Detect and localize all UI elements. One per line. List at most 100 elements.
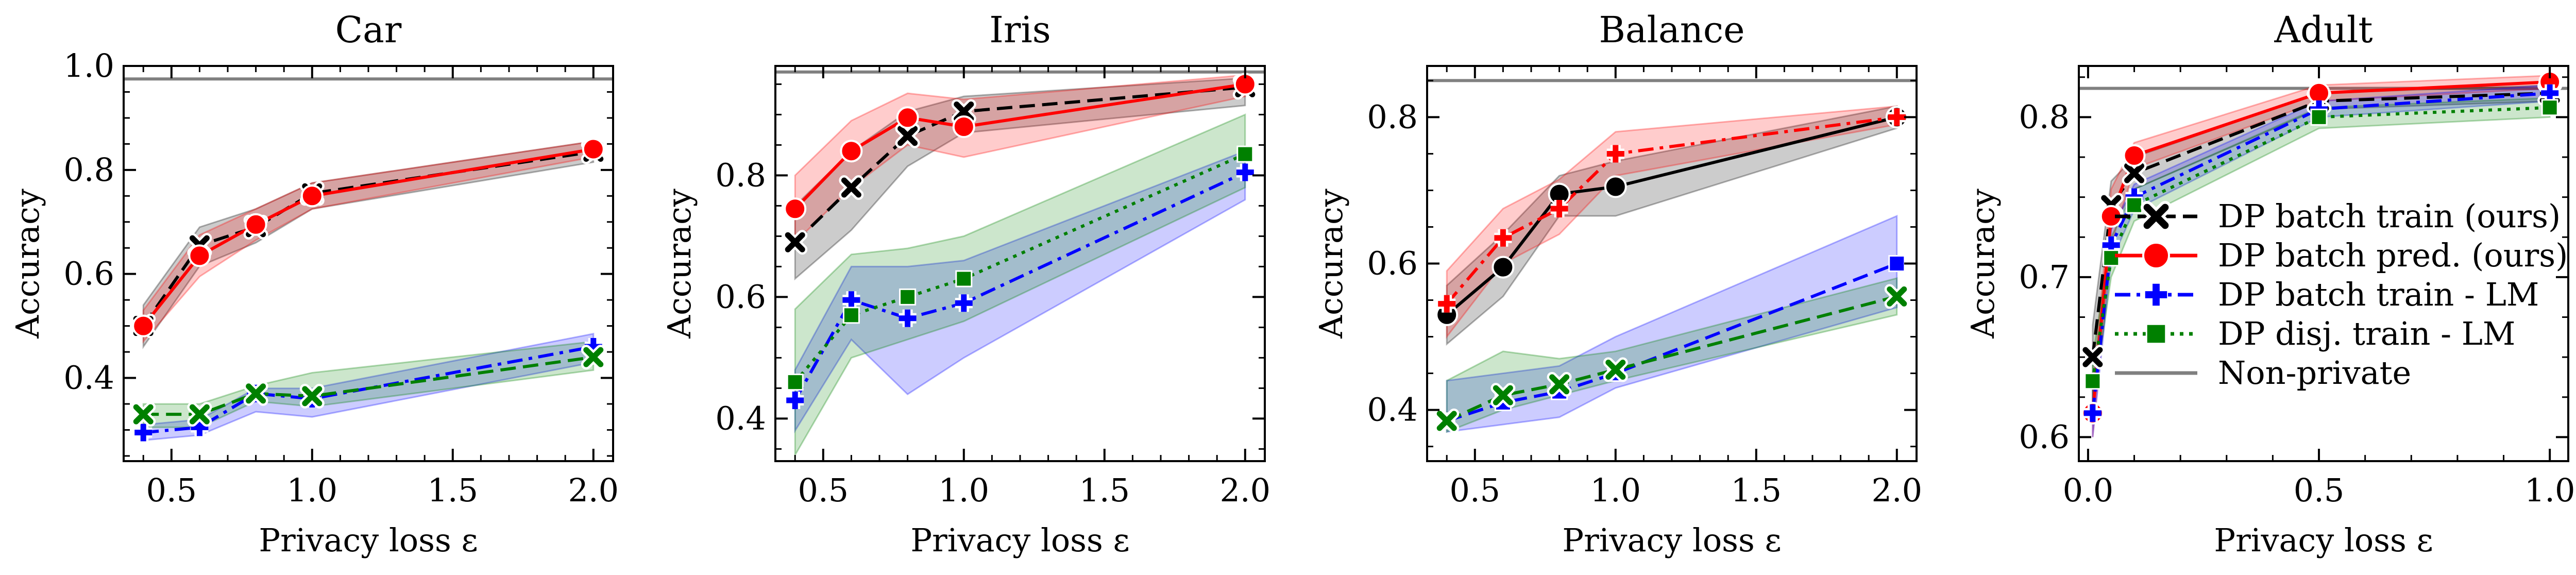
marker-stroke — [2083, 404, 2102, 422]
data-point — [134, 424, 152, 442]
data-point — [899, 309, 917, 327]
confidence-band-series-3 — [142, 341, 595, 428]
chart-title: Balance — [1599, 9, 1744, 51]
x-tick-label: 1.5 — [427, 471, 478, 509]
series-line-3 — [793, 153, 1246, 383]
data-point — [300, 184, 324, 208]
chart-panel-balance: 0.5 1.0 1.5 2.0 0.4 0.6 0.8 Balance Privacy loss… — [1312, 9, 1922, 559]
x-tick-label: 0.5 — [1450, 471, 1501, 509]
marker-stroke — [786, 392, 804, 409]
marker-stroke — [899, 309, 917, 327]
marker-stroke — [841, 177, 861, 198]
data-point — [839, 175, 864, 200]
data-point — [2083, 404, 2102, 422]
marker-stroke — [2143, 204, 2169, 229]
y-axis-label: Accuracy — [1964, 189, 2002, 339]
y-tick-label: 0.8 — [63, 151, 114, 189]
legend: DP batch train (ours)DP batch pred. (our… — [2115, 197, 2568, 392]
data-point — [1550, 199, 1568, 217]
confidence-band-series-3 — [794, 113, 1246, 458]
y-tick-label: 0.6 — [1367, 245, 1418, 282]
data-point — [1438, 295, 1456, 313]
data-point — [2308, 81, 2331, 105]
marker-stroke — [1887, 286, 1907, 307]
data-point — [1884, 284, 1909, 309]
legend-marker — [2145, 323, 2167, 345]
marker-stroke — [134, 424, 152, 442]
data-point — [784, 197, 807, 221]
marker-stroke — [1550, 199, 1568, 217]
y-tick-label: 0.6 — [715, 278, 766, 315]
marker-stroke — [189, 404, 210, 425]
data-point — [243, 381, 268, 406]
y-tick-label: 0.8 — [1367, 98, 1418, 136]
data-point — [896, 106, 919, 129]
data-point — [1888, 108, 1906, 126]
marker-stroke — [1606, 145, 1624, 163]
x-tick-label: 0.5 — [2294, 471, 2345, 509]
data-point — [786, 374, 804, 391]
data-point — [1236, 145, 1254, 163]
data-point — [131, 402, 156, 427]
marker-stroke — [2082, 347, 2103, 367]
data-point — [1606, 145, 1624, 163]
marker-stroke — [2124, 163, 2145, 183]
y-tick-label: 0.6 — [63, 255, 114, 293]
x-tick-label: 1.0 — [938, 471, 989, 509]
data-point — [188, 244, 211, 267]
data-point — [951, 99, 976, 124]
series-line-2 — [143, 345, 594, 434]
x-tick-label: 2.0 — [568, 471, 619, 509]
data-point — [783, 230, 808, 255]
x-tick-label: 1.0 — [1590, 471, 1641, 509]
legend-label: DP batch train (ours) — [2218, 197, 2561, 235]
data-point — [2310, 108, 2328, 126]
x-axis-label: Privacy loss ε — [2214, 521, 2433, 559]
data-point — [2541, 99, 2558, 116]
marker-stroke — [246, 383, 266, 404]
data-point — [2126, 196, 2143, 214]
plot-frame — [2078, 65, 2569, 462]
x-tick-label: 1.5 — [1079, 471, 1130, 509]
data-point — [244, 213, 267, 236]
legend-marker — [2142, 242, 2170, 269]
y-tick-label: 1.0 — [63, 47, 114, 84]
marker-stroke — [583, 347, 604, 367]
marker-stroke — [785, 232, 805, 252]
x-tick-label: 0.5 — [798, 471, 849, 509]
data-point — [840, 140, 863, 163]
marker-stroke — [1549, 374, 1570, 395]
marker-stroke — [1605, 359, 1626, 380]
x-axis-label: Privacy loss ε — [910, 521, 1129, 559]
x-axis-label: Privacy loss ε — [259, 521, 478, 559]
series-line-0 — [794, 86, 1246, 244]
marker-stroke — [133, 404, 154, 425]
chart-panel-adult: 0.0 0.5 1.0 0.6 0.7 0.8 Adult Privacy loss ε Acc… — [1964, 9, 2575, 559]
y-axis-label: Accuracy — [9, 189, 46, 339]
marker-stroke — [1888, 108, 1906, 126]
data-point — [955, 294, 973, 312]
data-point — [1494, 229, 1512, 247]
data-point — [895, 123, 920, 148]
series-line-2 — [793, 171, 1246, 401]
y-axis-label: Accuracy — [1312, 189, 1350, 339]
data-point — [842, 307, 860, 324]
marker-stroke — [1493, 385, 1513, 405]
data-point — [952, 115, 975, 138]
marker-stroke — [1236, 163, 1254, 181]
x-tick-label: 0.0 — [2063, 471, 2114, 509]
y-tick-label: 0.4 — [1367, 391, 1418, 429]
data-point — [581, 345, 606, 370]
legend-label: DP disj. train - LM — [2218, 315, 2515, 352]
data-point — [1604, 175, 1627, 198]
data-point — [2080, 345, 2105, 370]
y-axis-label: Accuracy — [660, 189, 698, 339]
x-tick-label: 1.0 — [286, 471, 337, 509]
chart-panel-iris: 0.5 1.0 1.5 2.0 0.4 0.6 0.8 Iris Privacy loss ε A… — [660, 9, 1270, 559]
x-tick-label: 2.0 — [1219, 471, 1270, 509]
data-point — [1888, 255, 1906, 272]
chart-title: Iris — [989, 9, 1050, 51]
legend-entry: DP batch pred. (ours) — [2115, 236, 2568, 274]
x-tick-label: 1.5 — [1731, 471, 1782, 509]
